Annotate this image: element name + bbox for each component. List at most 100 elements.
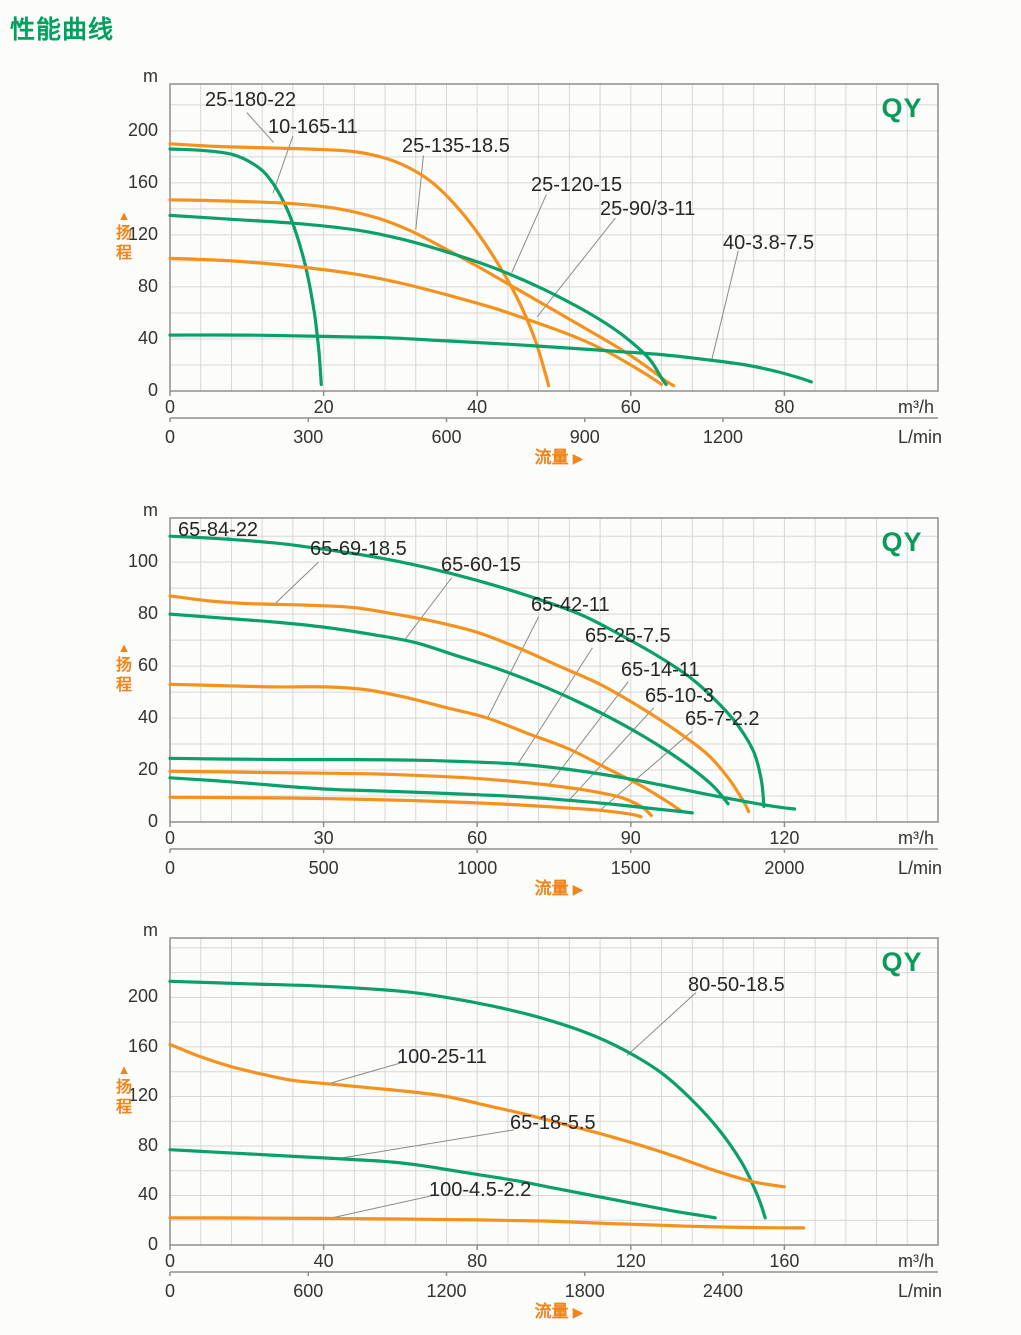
x-unit-label: m³/h <box>898 397 934 417</box>
lmin-tick-label: 1000 <box>457 858 498 878</box>
x-unit-label: m³/h <box>898 1251 934 1271</box>
y-unit-label: m <box>143 500 158 520</box>
curve-65-25-7.5 <box>168 756 797 811</box>
curve-label-65-18-5.5: 65-18-5.5 <box>510 1112 596 1134</box>
flow-axis-label: 流量 ▶ <box>494 448 624 468</box>
curve-100-4.5-2.2 <box>168 1216 806 1230</box>
curve-25-135-18.5 <box>168 198 676 388</box>
x-tick-label: 60 <box>467 828 488 848</box>
x-tick-label: 30 <box>313 828 334 848</box>
x-tick-label: 120 <box>769 828 800 848</box>
lmin-tick-label: 1200 <box>702 427 743 447</box>
x-tick-label: 80 <box>467 1251 488 1271</box>
head-arrow-icon: ▲ <box>117 1061 131 1077</box>
flow-axis-label-text: 流量 <box>534 448 569 467</box>
y-tick-label: 200 <box>127 119 158 140</box>
lmin-unit-label: L/min <box>898 427 943 447</box>
curve-label-65-69-18.5: 65-69-18.5 <box>310 538 407 560</box>
lmin-tick-label: 2000 <box>764 858 805 878</box>
flow-arrow-icon: ▶ <box>572 450 584 466</box>
curve-65-42-11 <box>168 682 684 814</box>
y-tick-label: 20 <box>137 759 158 780</box>
label-leader-line <box>536 217 616 318</box>
y-tick-label: 120 <box>127 1085 158 1106</box>
lmin-tick-label: 1200 <box>426 1281 467 1301</box>
head-arrow-icon: ▲ <box>117 640 131 655</box>
y-tick-label: 40 <box>137 707 158 728</box>
lmin-tick-label: 0 <box>164 1281 175 1301</box>
curve-label-65-84-22: 65-84-22 <box>178 519 259 541</box>
lmin-unit-label: L/min <box>898 858 943 878</box>
y-tick-label: 80 <box>137 603 158 624</box>
curve-65-69-18.5 <box>168 594 751 814</box>
y-tick-label: 80 <box>137 1134 158 1155</box>
curve-100-25-11 <box>168 1042 786 1189</box>
page-title: 性能曲线 <box>10 16 115 44</box>
curve-label-100-4.5-2.2: 100-4.5-2.2 <box>429 1179 532 1201</box>
x-tick-label: 80 <box>774 397 795 417</box>
y-unit-label: m <box>143 920 158 940</box>
curve-label-65-25-7.5: 65-25-7.5 <box>585 625 671 647</box>
curve-65-60-15 <box>168 612 730 806</box>
lmin-tick-label: 600 <box>431 427 462 447</box>
curve-label-65-7-2.2: 65-7-2.2 <box>685 708 760 730</box>
head-axis-label-char: 扬 <box>115 657 132 674</box>
x-tick-label: 0 <box>164 828 175 848</box>
flow-arrow-icon: ▶ <box>572 881 584 897</box>
head-axis-label: ▲ 扬程 <box>104 208 144 264</box>
y-tick-label: 40 <box>137 327 158 348</box>
lmin-tick-label: 900 <box>569 427 600 447</box>
flow-arrow-icon: ▶ <box>572 1304 584 1320</box>
curve-65-7-2.2 <box>168 795 643 819</box>
y-unit-label: m <box>143 66 158 86</box>
y-tick-label: 120 <box>127 223 158 244</box>
y-tick-label: 0 <box>147 811 158 831</box>
curve-label-25-120-15: 25-120-15 <box>531 174 623 196</box>
flow-axis-label: 流量 ▶ <box>494 1302 624 1322</box>
y-tick-label: 0 <box>147 380 158 400</box>
label-leader-line <box>331 1062 401 1084</box>
flow-axis-label-text: 流量 <box>534 879 569 898</box>
label-leader-line <box>246 112 275 143</box>
curve-25-180-22 <box>168 142 551 388</box>
y-tick-label: 160 <box>127 1035 158 1056</box>
label-leader-line <box>486 616 540 719</box>
series-badge: QY <box>881 947 923 977</box>
curve-label-65-10-3: 65-10-3 <box>645 685 714 707</box>
lmin-tick-label: 1800 <box>564 1281 605 1301</box>
curve-25-120-15 <box>168 213 668 387</box>
curve-label-100-25-11: 100-25-11 <box>397 1046 487 1068</box>
x-tick-label: 40 <box>467 397 488 417</box>
lmin-tick-label: 500 <box>308 858 339 878</box>
label-leader-line <box>405 577 452 640</box>
curve-80-50-18.5 <box>168 979 767 1220</box>
label-leader-line <box>274 561 319 605</box>
y-tick-label: 100 <box>127 551 158 572</box>
curve-10-165-11 <box>168 147 323 387</box>
lmin-tick-label: 300 <box>293 427 324 447</box>
head-axis-label: ▲ 扬程 <box>104 1062 144 1118</box>
x-tick-label: 0 <box>164 1251 175 1271</box>
x-unit-label: m³/h <box>898 828 934 848</box>
x-tick-label: 120 <box>615 1251 646 1271</box>
series-badge: QY <box>881 93 923 123</box>
curve-label-10-165-11: 10-165-11 <box>268 116 358 138</box>
label-leader-line <box>331 1194 434 1219</box>
x-tick-label: 40 <box>313 1251 334 1271</box>
head-axis-label-char: 扬 <box>115 224 132 242</box>
lmin-tick-label: 0 <box>164 858 175 878</box>
lmin-tick-label: 1500 <box>610 858 651 878</box>
curve-label-25-180-22: 25-180-22 <box>205 89 297 111</box>
curve-label-65-42-11: 65-42-11 <box>531 594 610 616</box>
curve-label-25-90-3-11: 25-90/3-11 <box>600 198 696 220</box>
y-tick-label: 80 <box>137 275 158 296</box>
flow-axis-label: 流量 ▶ <box>494 879 624 899</box>
curve-label-65-14-11: 65-14-11 <box>621 659 700 681</box>
head-axis-label: ▲ 扬程 <box>104 640 144 696</box>
curve-label-65-60-15: 65-60-15 <box>441 554 522 576</box>
curve-40-3.8-7.5 <box>168 333 813 384</box>
y-tick-label: 160 <box>127 171 158 192</box>
y-tick-label: 200 <box>127 986 158 1007</box>
x-tick-label: 160 <box>769 1251 800 1271</box>
lmin-unit-label: L/min <box>898 1281 943 1301</box>
